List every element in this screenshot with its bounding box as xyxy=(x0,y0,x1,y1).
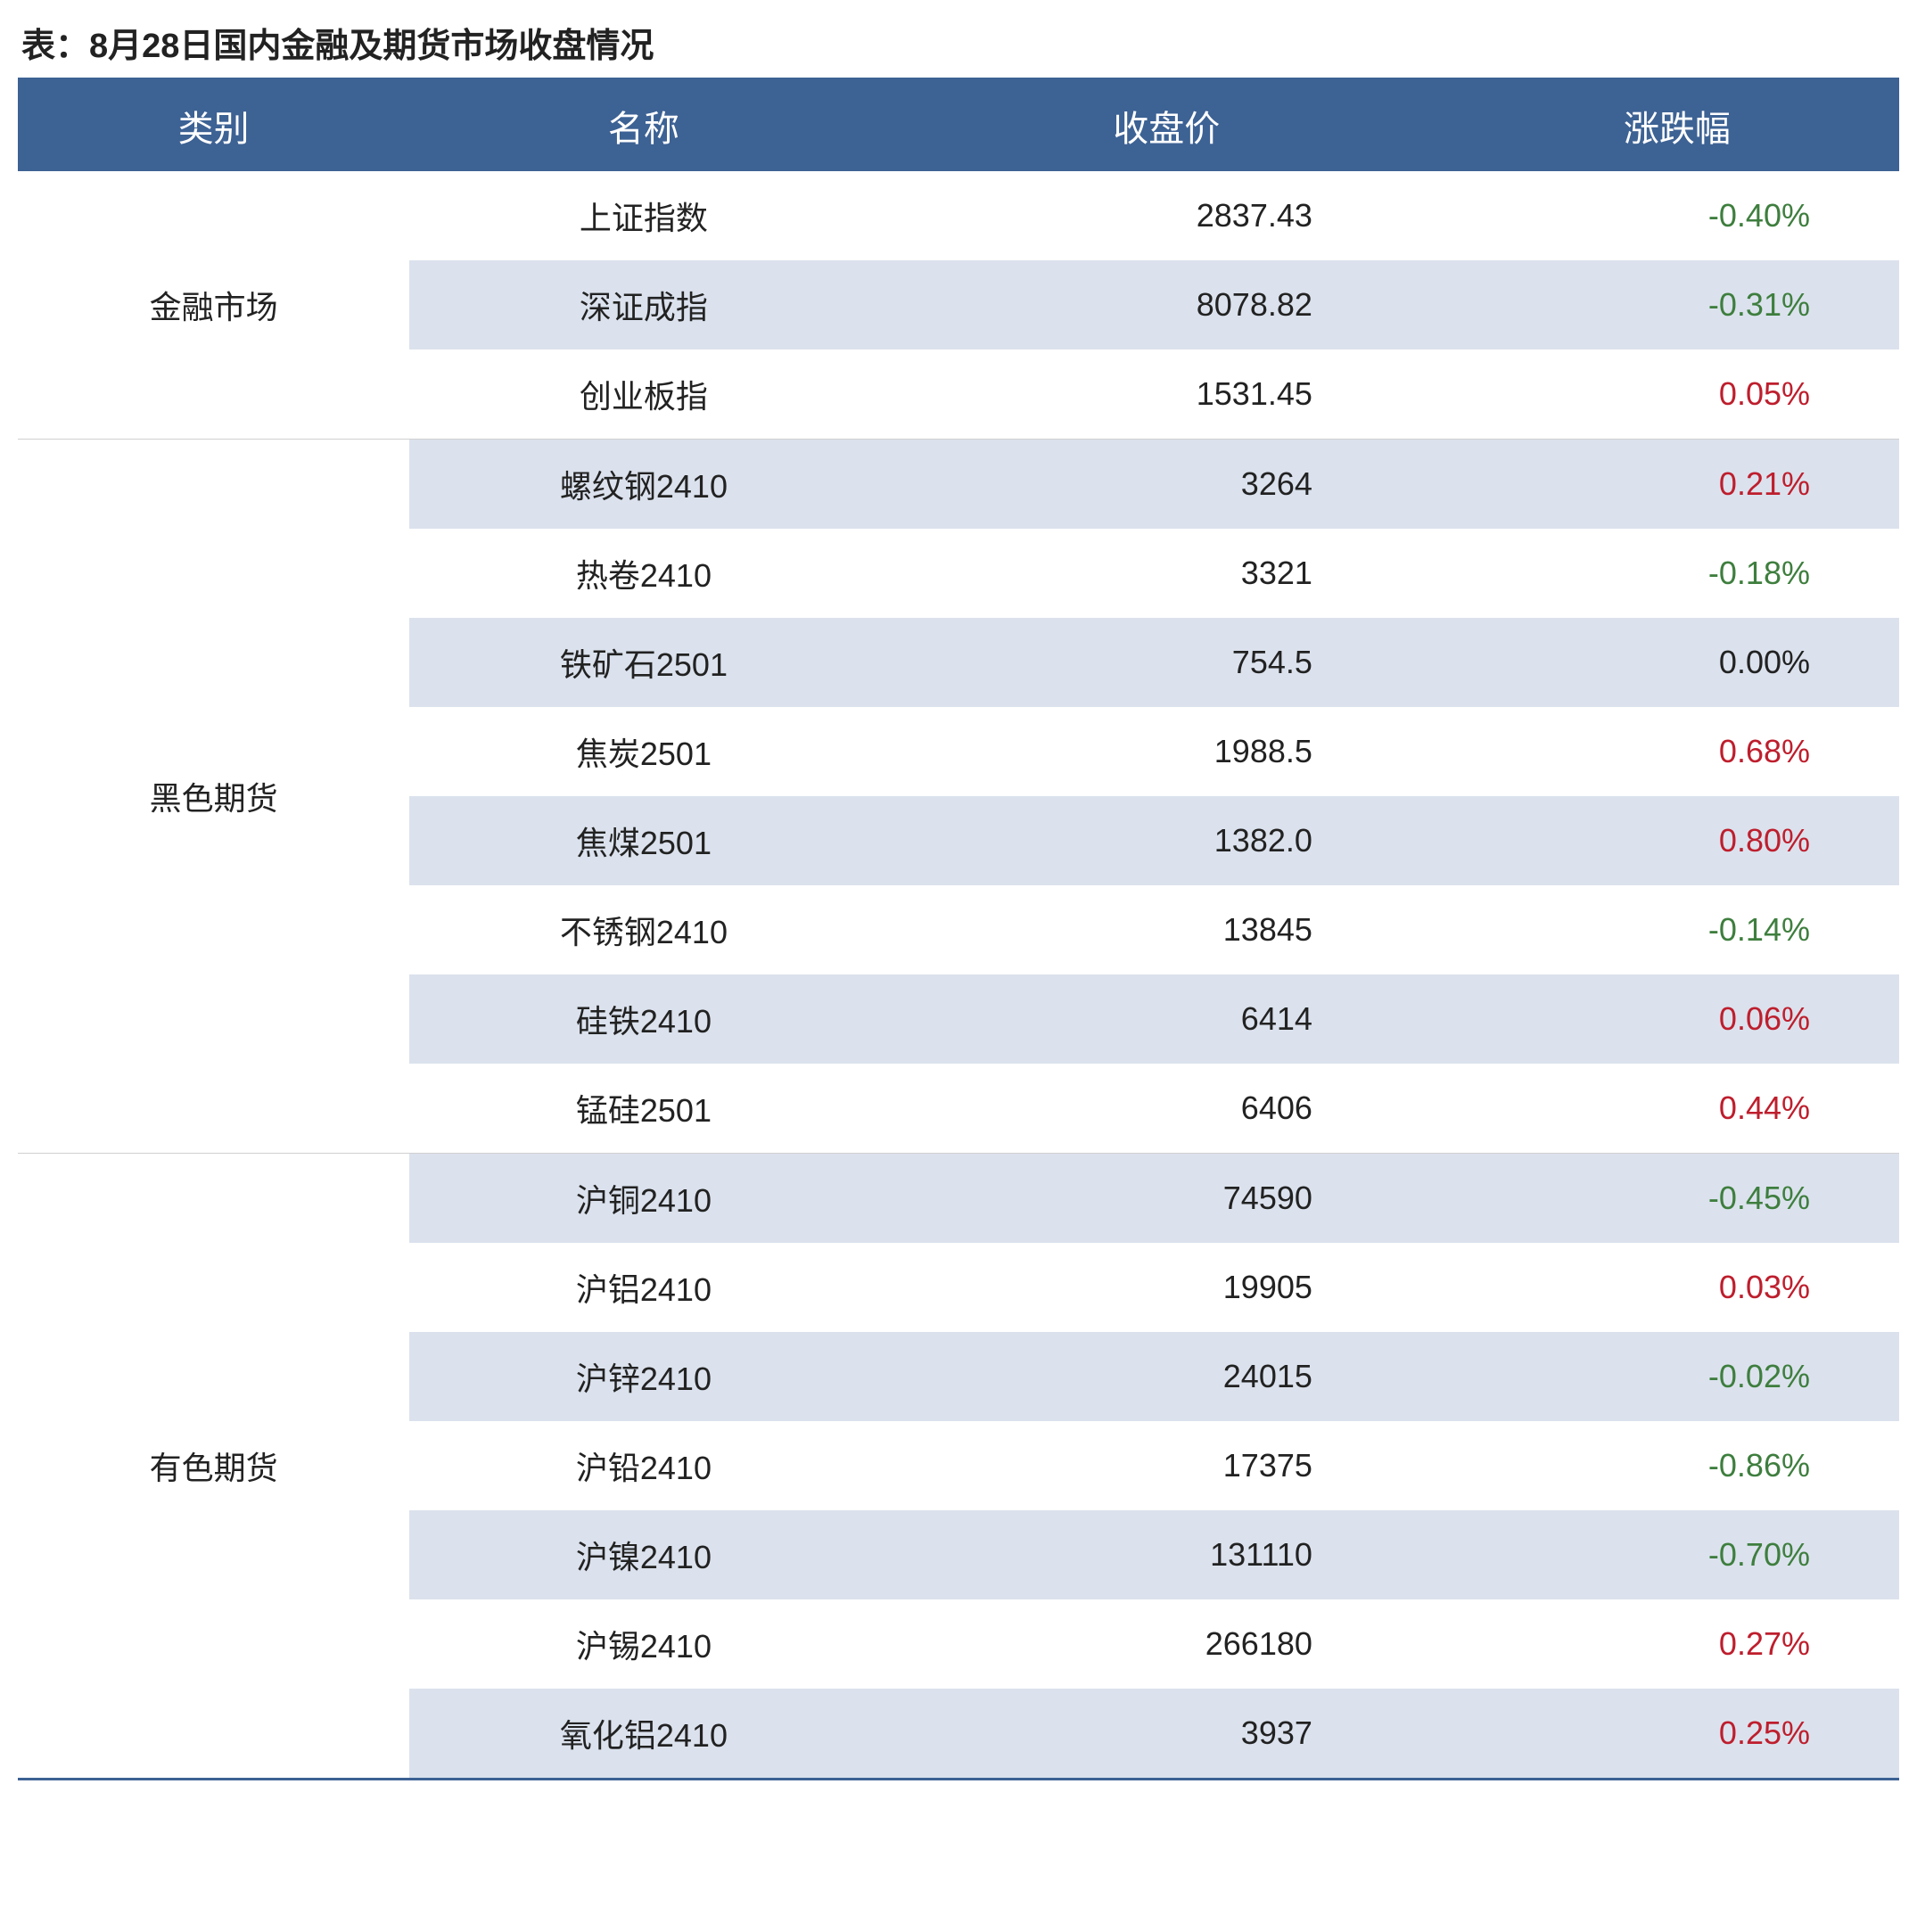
price-cell: 2837.43 xyxy=(878,171,1455,260)
table-row: 金融市场上证指数2837.43-0.40% xyxy=(18,171,1899,260)
change-cell: -0.18% xyxy=(1455,529,1899,618)
change-cell: 0.21% xyxy=(1455,440,1899,530)
change-cell: -0.86% xyxy=(1455,1421,1899,1510)
change-cell: 0.06% xyxy=(1455,974,1899,1064)
market-table: 类别 名称 收盘价 涨跌幅 金融市场上证指数2837.43-0.40%深证成指8… xyxy=(18,78,1899,1780)
change-cell: -0.70% xyxy=(1455,1510,1899,1599)
price-cell: 1988.5 xyxy=(878,707,1455,796)
price-cell: 6414 xyxy=(878,974,1455,1064)
price-cell: 3264 xyxy=(878,440,1455,530)
name-cell: 螺纹钢2410 xyxy=(409,440,878,530)
name-cell: 焦煤2501 xyxy=(409,796,878,885)
column-header-price: 收盘价 xyxy=(878,79,1455,172)
table-row: 黑色期货螺纹钢241032640.21% xyxy=(18,440,1899,530)
price-cell: 17375 xyxy=(878,1421,1455,1510)
change-cell: 0.27% xyxy=(1455,1599,1899,1689)
price-cell: 74590 xyxy=(878,1154,1455,1244)
name-cell: 热卷2410 xyxy=(409,529,878,618)
name-cell: 沪镍2410 xyxy=(409,1510,878,1599)
change-cell: -0.31% xyxy=(1455,260,1899,349)
column-header-name: 名称 xyxy=(409,79,878,172)
name-cell: 不锈钢2410 xyxy=(409,885,878,974)
name-cell: 深证成指 xyxy=(409,260,878,349)
change-cell: 0.00% xyxy=(1455,618,1899,707)
price-cell: 8078.82 xyxy=(878,260,1455,349)
price-cell: 1531.45 xyxy=(878,349,1455,440)
change-cell: 0.68% xyxy=(1455,707,1899,796)
header-row: 类别 名称 收盘价 涨跌幅 xyxy=(18,79,1899,172)
name-cell: 焦炭2501 xyxy=(409,707,878,796)
category-cell: 金融市场 xyxy=(18,171,409,440)
price-cell: 13845 xyxy=(878,885,1455,974)
change-cell: 0.44% xyxy=(1455,1064,1899,1154)
name-cell: 沪锡2410 xyxy=(409,1599,878,1689)
price-cell: 3321 xyxy=(878,529,1455,618)
price-cell: 266180 xyxy=(878,1599,1455,1689)
change-cell: -0.02% xyxy=(1455,1332,1899,1421)
name-cell: 上证指数 xyxy=(409,171,878,260)
change-cell: 0.25% xyxy=(1455,1689,1899,1780)
price-cell: 19905 xyxy=(878,1243,1455,1332)
price-cell: 6406 xyxy=(878,1064,1455,1154)
column-header-change: 涨跌幅 xyxy=(1455,79,1899,172)
name-cell: 氧化铝2410 xyxy=(409,1689,878,1780)
name-cell: 沪锌2410 xyxy=(409,1332,878,1421)
change-cell: -0.45% xyxy=(1455,1154,1899,1244)
name-cell: 创业板指 xyxy=(409,349,878,440)
table-title: 表：8月28日国内金融及期货市场收盘情况 xyxy=(18,18,1899,67)
change-cell: -0.40% xyxy=(1455,171,1899,260)
name-cell: 沪铜2410 xyxy=(409,1154,878,1244)
change-cell: 0.03% xyxy=(1455,1243,1899,1332)
name-cell: 锰硅2501 xyxy=(409,1064,878,1154)
price-cell: 754.5 xyxy=(878,618,1455,707)
change-cell: 0.80% xyxy=(1455,796,1899,885)
column-header-category: 类别 xyxy=(18,79,409,172)
name-cell: 沪铅2410 xyxy=(409,1421,878,1510)
name-cell: 硅铁2410 xyxy=(409,974,878,1064)
price-cell: 1382.0 xyxy=(878,796,1455,885)
name-cell: 铁矿石2501 xyxy=(409,618,878,707)
category-cell: 黑色期货 xyxy=(18,440,409,1154)
table-row: 有色期货沪铜241074590-0.45% xyxy=(18,1154,1899,1244)
name-cell: 沪铝2410 xyxy=(409,1243,878,1332)
change-cell: 0.05% xyxy=(1455,349,1899,440)
category-cell: 有色期货 xyxy=(18,1154,409,1780)
price-cell: 3937 xyxy=(878,1689,1455,1780)
price-cell: 131110 xyxy=(878,1510,1455,1599)
price-cell: 24015 xyxy=(878,1332,1455,1421)
change-cell: -0.14% xyxy=(1455,885,1899,974)
